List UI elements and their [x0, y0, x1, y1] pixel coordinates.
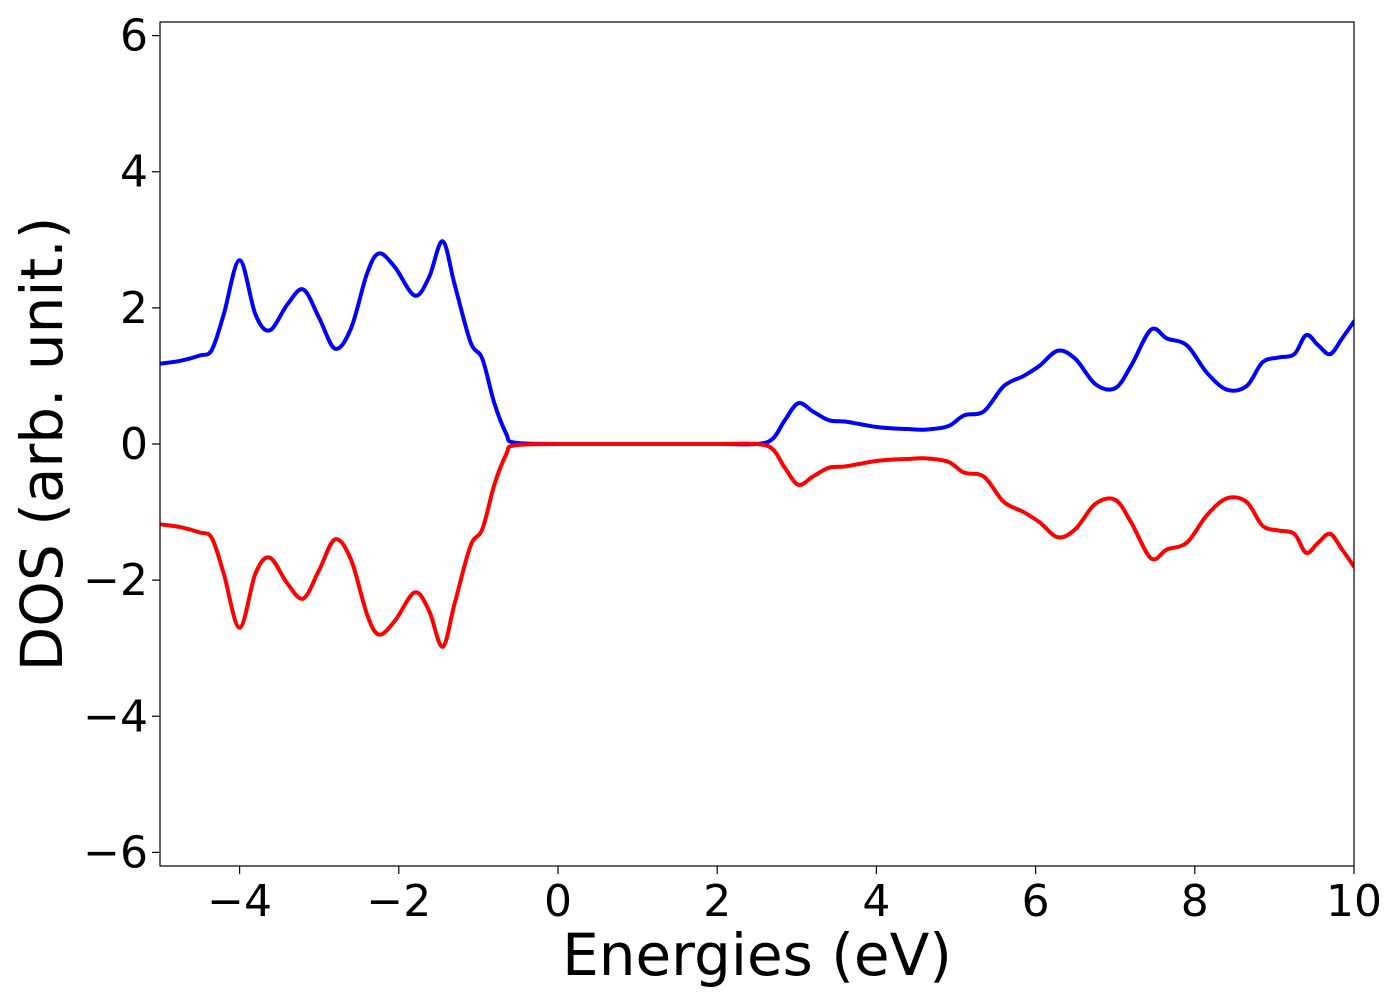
y-tick-label: −6 [83, 827, 148, 878]
y-tick-label: 0 [120, 419, 148, 470]
x-tick-label: −4 [207, 876, 272, 927]
x-tick-label: 10 [1326, 876, 1382, 927]
x-axis: −4 −2 0 2 4 6 8 10 [207, 866, 1382, 927]
series-line-negative [160, 441, 1354, 649]
series-line-positive [160, 239, 1354, 447]
y-axis: −6 −4 −2 0 2 4 6 [83, 11, 160, 878]
x-tick-label: −2 [366, 876, 431, 927]
y-tick-label: −2 [83, 555, 148, 606]
x-tick-label: 8 [1181, 876, 1209, 927]
y-tick-label: 4 [120, 147, 148, 198]
y-axis-label: DOS (arb. unit.) [8, 217, 76, 672]
y-tick-label: 6 [120, 11, 148, 62]
x-axis-label: Energies (eV) [562, 921, 952, 989]
x-tick-label: 4 [862, 876, 890, 927]
x-tick-label: 0 [544, 876, 572, 927]
x-tick-label: 6 [1022, 876, 1050, 927]
y-tick-label: −4 [83, 691, 148, 742]
y-tick-label: 2 [120, 283, 148, 334]
x-tick-label: 2 [703, 876, 731, 927]
series-layer [160, 239, 1354, 649]
